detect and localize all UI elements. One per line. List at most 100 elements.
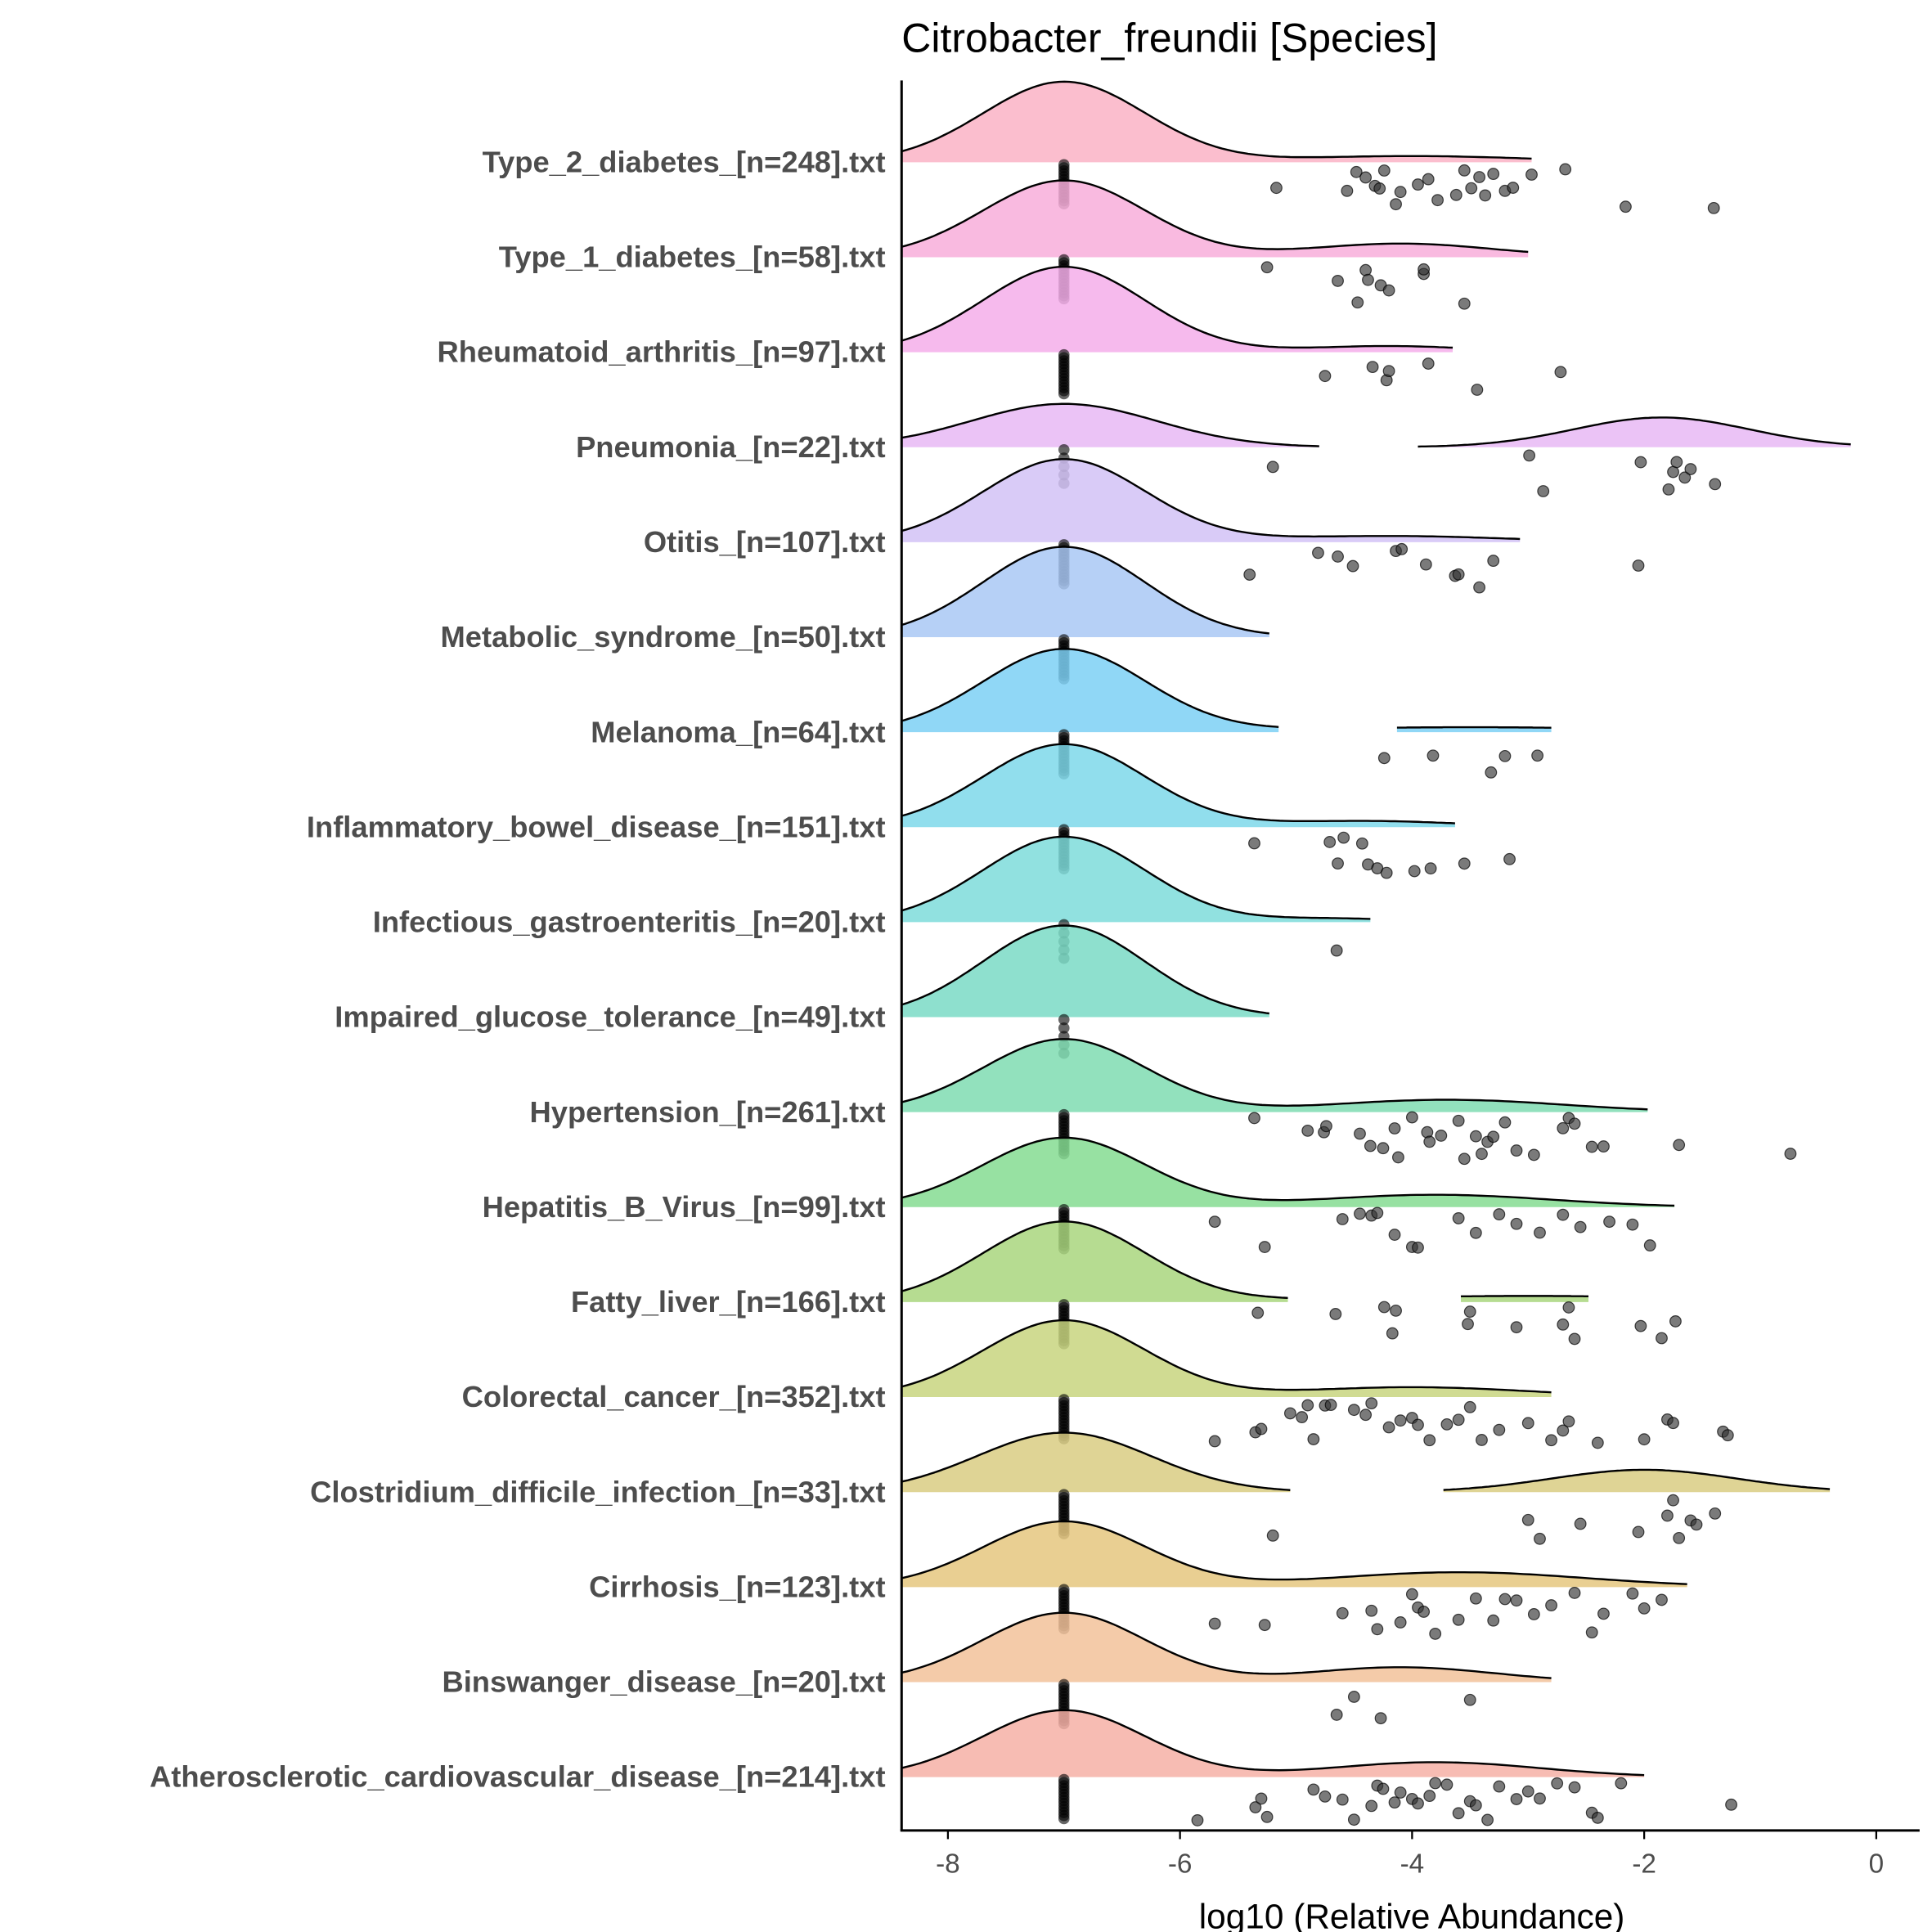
- data-point: [1487, 1614, 1500, 1627]
- data-point: [1373, 182, 1386, 195]
- density-fill: [901, 1039, 1648, 1112]
- density-curve: [901, 743, 1455, 824]
- data-point: [1452, 1212, 1465, 1224]
- density-fill: [1461, 1296, 1588, 1302]
- data-point: [1307, 1783, 1320, 1796]
- data-point: [1632, 559, 1645, 572]
- data-point: [1568, 1332, 1581, 1346]
- data-point: [1419, 558, 1432, 571]
- ridge-row: [901, 648, 1552, 780]
- data-point: [1469, 1799, 1482, 1812]
- data-point: [1388, 1229, 1401, 1241]
- category-label: Rheumatoid_arthritis_[n=97].txt: [438, 335, 886, 369]
- data-point: [1709, 1507, 1722, 1520]
- data-point: [1485, 766, 1498, 779]
- data-point: [1673, 1139, 1686, 1152]
- data-point: [1412, 178, 1424, 191]
- data-point: [1473, 581, 1486, 594]
- data-point: [1319, 370, 1332, 383]
- data-point: [1329, 1308, 1342, 1320]
- data-point: [1690, 1518, 1703, 1531]
- data-point: [1323, 836, 1337, 848]
- data-point: [1521, 1513, 1534, 1526]
- data-point: [1248, 837, 1260, 850]
- data-point: [1260, 1810, 1274, 1823]
- data-point: [1615, 1777, 1628, 1790]
- data-point: [1412, 1797, 1424, 1810]
- data-point: [1626, 1587, 1639, 1600]
- data-point: [1684, 463, 1697, 475]
- data-point: [1534, 1532, 1546, 1545]
- zero-point: [1058, 1022, 1070, 1034]
- density-curve: [901, 1520, 1687, 1585]
- data-point: [1656, 1332, 1668, 1345]
- ridge-row: [901, 1319, 1734, 1449]
- data-point: [1270, 182, 1283, 195]
- data-point: [1476, 1148, 1488, 1161]
- data-point: [1487, 168, 1500, 180]
- data-point: [1462, 1318, 1474, 1331]
- data-point: [1312, 546, 1324, 559]
- data-point: [1386, 1327, 1399, 1340]
- data-point: [1377, 752, 1391, 765]
- data-point: [1366, 361, 1379, 374]
- data-point: [1380, 866, 1393, 879]
- category-label: Binswanger_disease_[n=20].txt: [442, 1665, 885, 1699]
- data-point: [1545, 1599, 1557, 1611]
- ridge-row: [901, 743, 1516, 879]
- data-point: [1479, 189, 1492, 202]
- density-curve: [1418, 416, 1851, 448]
- data-point: [1721, 1429, 1734, 1442]
- category-label: Atherosclerotic_cardiovascular_disease_[…: [150, 1760, 886, 1794]
- data-point: [1498, 1116, 1512, 1129]
- data-point: [1463, 1400, 1476, 1413]
- data-point: [1707, 201, 1720, 214]
- data-point: [1362, 273, 1374, 286]
- data-point: [1527, 1608, 1540, 1620]
- zero-point: [1058, 443, 1070, 456]
- data-point: [1643, 1239, 1656, 1252]
- data-point: [1537, 485, 1550, 497]
- data-point: [1377, 1782, 1390, 1795]
- data-point: [1337, 831, 1350, 844]
- x-axis-ticks: -8 -6 -4 -2 0: [936, 1830, 1884, 1879]
- data-point: [1667, 1417, 1679, 1430]
- density-fill: [901, 649, 1279, 733]
- data-point: [1319, 1790, 1332, 1803]
- data-point: [1347, 1404, 1360, 1417]
- data-point: [1465, 182, 1478, 195]
- data-point: [1346, 559, 1359, 573]
- data-point: [1191, 1814, 1204, 1826]
- data-point: [1365, 1799, 1378, 1813]
- density-fill: [901, 546, 1269, 638]
- data-point: [1498, 1593, 1512, 1606]
- density-fill: [901, 180, 1529, 258]
- data-point: [1591, 1811, 1604, 1824]
- data-point: [1332, 857, 1344, 870]
- data-point: [1435, 1130, 1448, 1142]
- data-point: [1632, 1525, 1645, 1539]
- category-label: Melanoma_[n=64].txt: [591, 715, 885, 748]
- data-point: [1408, 865, 1421, 878]
- category-label: Metabolic_syndrome_[n=50].txt: [441, 620, 886, 654]
- data-point: [1388, 1796, 1401, 1809]
- density-curve: [901, 648, 1279, 728]
- density-curve: [901, 80, 1532, 160]
- data-point: [1527, 1148, 1540, 1161]
- data-point: [1469, 1592, 1482, 1605]
- x-tick-label: -6: [1168, 1849, 1193, 1879]
- data-point: [1364, 1139, 1377, 1152]
- plot-area: [901, 80, 1851, 1826]
- data-point: [1678, 471, 1692, 484]
- data-point: [1332, 274, 1344, 287]
- ridge-row: [901, 1709, 1737, 1826]
- ridge-row: [901, 1431, 1831, 1545]
- data-point: [1330, 944, 1343, 957]
- data-point: [1251, 1306, 1265, 1319]
- data-point: [1574, 1517, 1587, 1530]
- data-point: [1422, 173, 1435, 186]
- data-point: [1301, 1399, 1314, 1412]
- ridge-row: [901, 1611, 1552, 1730]
- density-fill: [901, 81, 1532, 163]
- ridge-row: [901, 265, 1567, 400]
